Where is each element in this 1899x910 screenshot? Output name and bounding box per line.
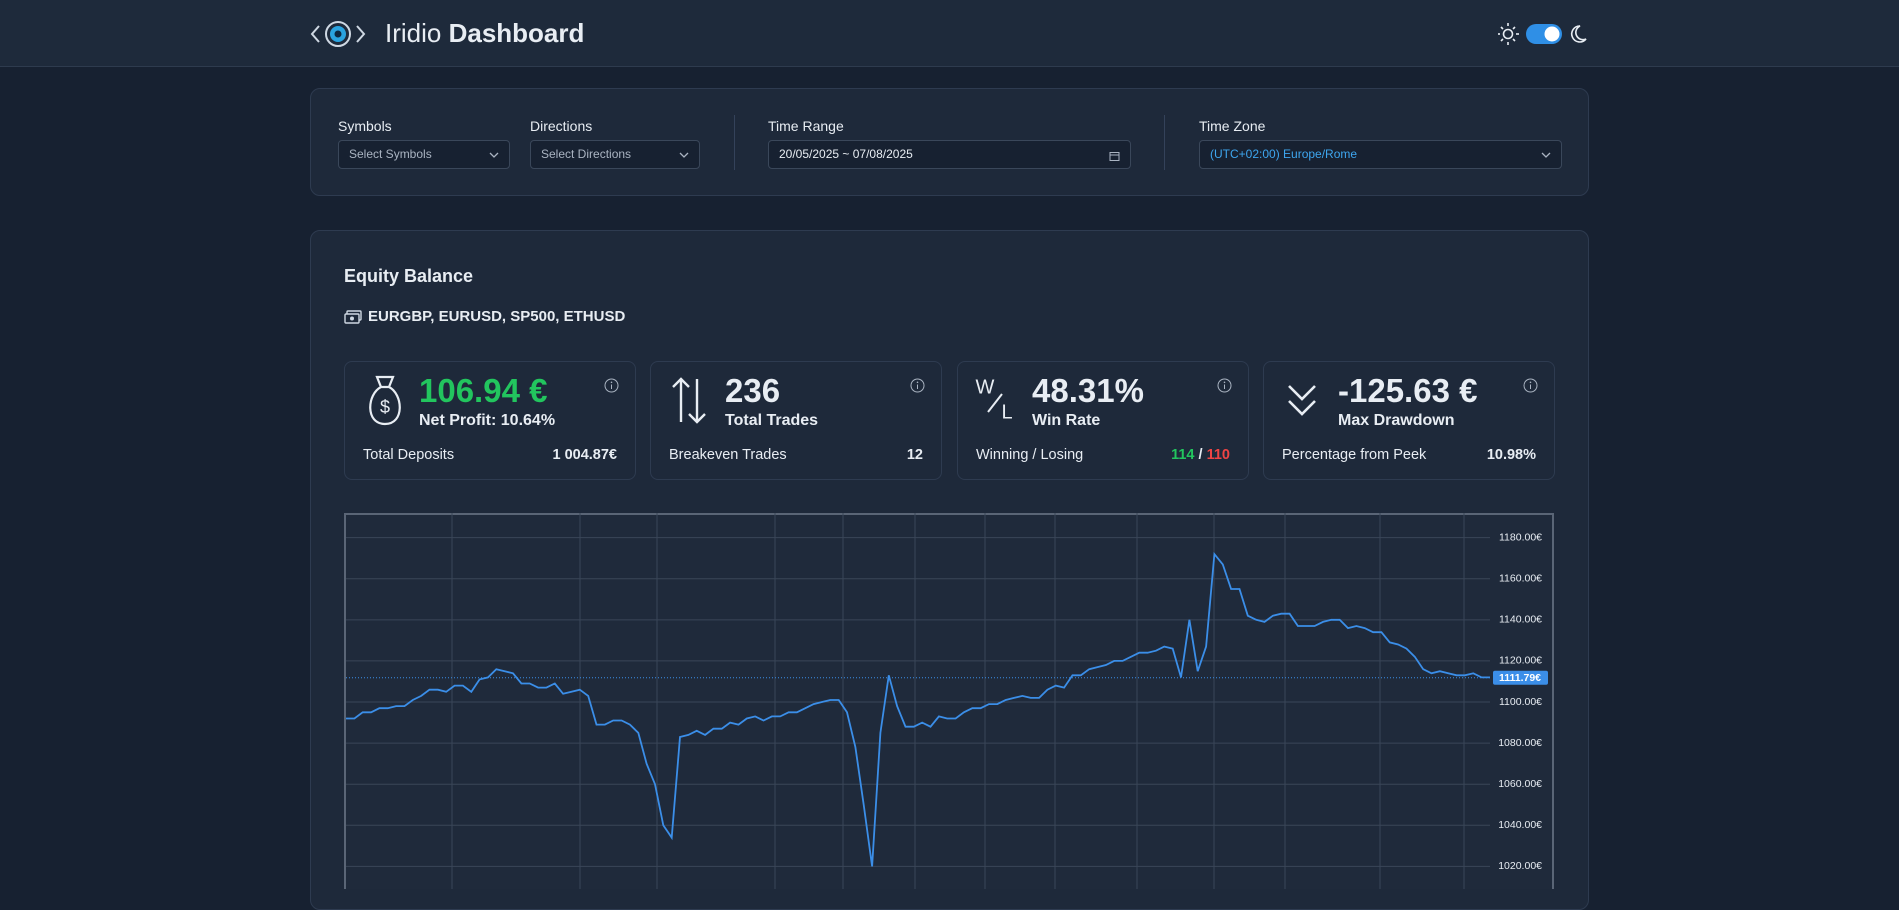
stat-value: 48.31% xyxy=(1032,372,1144,409)
directions-select[interactable]: Select Directions xyxy=(530,140,700,169)
arrows-icon xyxy=(672,377,706,424)
footer-value: 1 004.87€ xyxy=(552,447,617,463)
divider xyxy=(734,115,735,170)
stat-label: Total Trades xyxy=(725,412,819,429)
info-icon[interactable] xyxy=(604,378,619,393)
title-bold: Dashboard xyxy=(448,18,585,48)
footer-value: 12 xyxy=(906,447,923,463)
chart-border xyxy=(344,513,1554,889)
date-range: 20/05/2025 ~ 07/08/2025 xyxy=(779,147,913,161)
filter-label: Symbols xyxy=(338,118,392,134)
stat-card: 236 Total Trades Breakeven Trades 12 xyxy=(650,361,942,480)
time-range-input[interactable]: 20/05/2025 ~ 07/08/2025 xyxy=(768,140,1131,169)
footer-value: 10.98% xyxy=(1486,447,1536,463)
stat-value: -125.63 € xyxy=(1338,372,1478,409)
info-icon[interactable] xyxy=(1523,378,1538,393)
logo xyxy=(310,21,366,47)
icon-glyph: W xyxy=(976,376,995,398)
icon-glyph: L xyxy=(1001,401,1012,423)
header: Iridio Dashboard xyxy=(0,0,1899,67)
equity-chart: 1020.00€ 1040.00€ 1060.00€ 1080.00€ 1100.00€… xyxy=(344,513,1554,889)
stat-label: Net Profit: 10.64% xyxy=(419,412,556,429)
stat-card: -125.63 € Max Drawdown Percentage from P… xyxy=(1263,361,1555,480)
y-tick-label: 1060.00€ xyxy=(1498,778,1542,790)
y-tick-label: 1160.00€ xyxy=(1499,573,1542,585)
filter-label: Directions xyxy=(530,118,593,134)
section-title: Equity Balance xyxy=(344,266,474,286)
money-icon xyxy=(344,310,362,324)
time-zone-select[interactable]: (UTC+02:00) Europe/Rome xyxy=(1199,140,1562,169)
time-zone: (UTC+02:00) Europe/Rome xyxy=(1210,147,1358,161)
money-bag-icon: $ xyxy=(369,375,401,426)
footer-label: Total Deposits xyxy=(363,447,455,463)
stat-value: 236 xyxy=(725,372,781,409)
divider xyxy=(1164,115,1165,170)
placeholder: Select Symbols xyxy=(349,147,432,161)
footer-label: Breakeven Trades xyxy=(669,447,787,463)
y-tick-label: 1100.00€ xyxy=(1499,696,1542,708)
winning: 114 xyxy=(1171,447,1195,463)
info-icon[interactable] xyxy=(910,378,925,393)
placeholder: Select Directions xyxy=(541,147,632,161)
y-tick-label: 1080.00€ xyxy=(1498,737,1542,749)
footer-value: 114 / 110 xyxy=(1171,447,1230,463)
filter-label: Time Zone xyxy=(1199,118,1266,134)
y-tick-label: 1140.00€ xyxy=(1499,614,1542,626)
y-tick-label: 1120.00€ xyxy=(1499,655,1542,667)
price-label: 1111.79€ xyxy=(1499,672,1541,684)
stat-card: $ 106.94 € Net Profit: 10.64% Total Depo… xyxy=(344,361,636,480)
footer-label: Winning / Losing xyxy=(976,447,1084,463)
stat-value: 106.94 € xyxy=(419,372,548,409)
stat-label: Win Rate xyxy=(1032,412,1101,429)
info-icon[interactable] xyxy=(1217,378,1232,393)
win-loss-icon: WL xyxy=(976,376,1013,423)
y-tick-label: 1020.00€ xyxy=(1498,860,1542,872)
losing: 110 xyxy=(1206,447,1230,463)
symbols-select[interactable]: Select Symbols xyxy=(338,140,510,169)
icon-glyph: $ xyxy=(380,397,390,417)
y-tick-label: 1180.00€ xyxy=(1499,531,1542,543)
symbols-list: EURGBP, EURUSD, SP500, ETHUSD xyxy=(368,308,626,325)
filter-label: Time Range xyxy=(768,118,844,134)
filters-panel: Symbols Select Symbols Directions Select… xyxy=(310,88,1589,196)
stat-label: Max Drawdown xyxy=(1338,412,1455,429)
equity-line xyxy=(346,551,1490,867)
separator: / xyxy=(1198,447,1203,463)
price-label-box xyxy=(1493,670,1548,685)
y-tick-label: 1040.00€ xyxy=(1498,819,1542,831)
title-light: Iridio xyxy=(385,18,442,48)
footer-label: Percentage from Peek xyxy=(1282,447,1427,463)
drawdown-icon xyxy=(1288,385,1316,416)
app-title: Iridio Dashboard xyxy=(385,18,584,49)
theme-toggle[interactable] xyxy=(1498,20,1588,48)
